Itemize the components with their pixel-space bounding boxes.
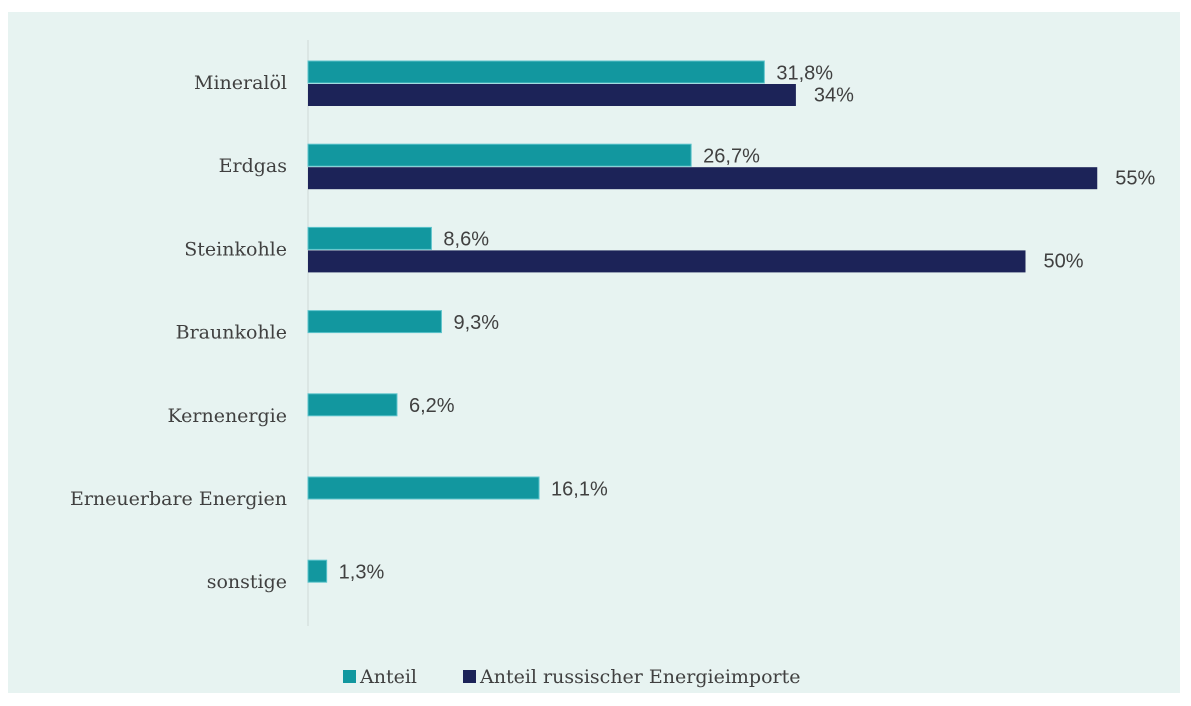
bar bbox=[308, 250, 1026, 273]
legend-swatch bbox=[343, 670, 356, 683]
value-label: 34% bbox=[814, 84, 854, 106]
legend-label: Anteil bbox=[359, 666, 417, 688]
value-label: 55% bbox=[1115, 167, 1155, 189]
value-label: 6,2% bbox=[409, 395, 455, 417]
bar bbox=[307, 226, 432, 250]
bar bbox=[307, 476, 540, 500]
bar bbox=[307, 559, 328, 583]
value-label: 50% bbox=[1044, 251, 1084, 273]
bar bbox=[307, 143, 692, 167]
value-label: 26,7% bbox=[703, 145, 760, 167]
bar bbox=[308, 84, 796, 106]
category-label: sonstige bbox=[207, 571, 287, 593]
value-label: 8,6% bbox=[443, 229, 489, 251]
category-label: Steinkohle bbox=[184, 238, 287, 260]
category-label: Kernenergie bbox=[167, 405, 287, 427]
bar bbox=[307, 393, 398, 417]
bar bbox=[308, 167, 1098, 190]
category-label: Erdgas bbox=[219, 155, 287, 177]
bar bbox=[307, 60, 765, 84]
value-label: 9,3% bbox=[453, 312, 499, 334]
value-label: 1,3% bbox=[339, 561, 385, 583]
legend-label: Anteil russischer Energieimporte bbox=[479, 666, 801, 688]
legend-swatch bbox=[463, 670, 476, 683]
chart-background bbox=[8, 12, 1180, 693]
category-label: Mineralöl bbox=[194, 72, 287, 94]
value-label: 31,8% bbox=[776, 62, 833, 84]
category-label: Erneuerbare Energien bbox=[70, 488, 287, 510]
category-label: Braunkohle bbox=[176, 322, 287, 344]
value-label: 16,1% bbox=[551, 478, 608, 500]
bar bbox=[307, 310, 442, 334]
